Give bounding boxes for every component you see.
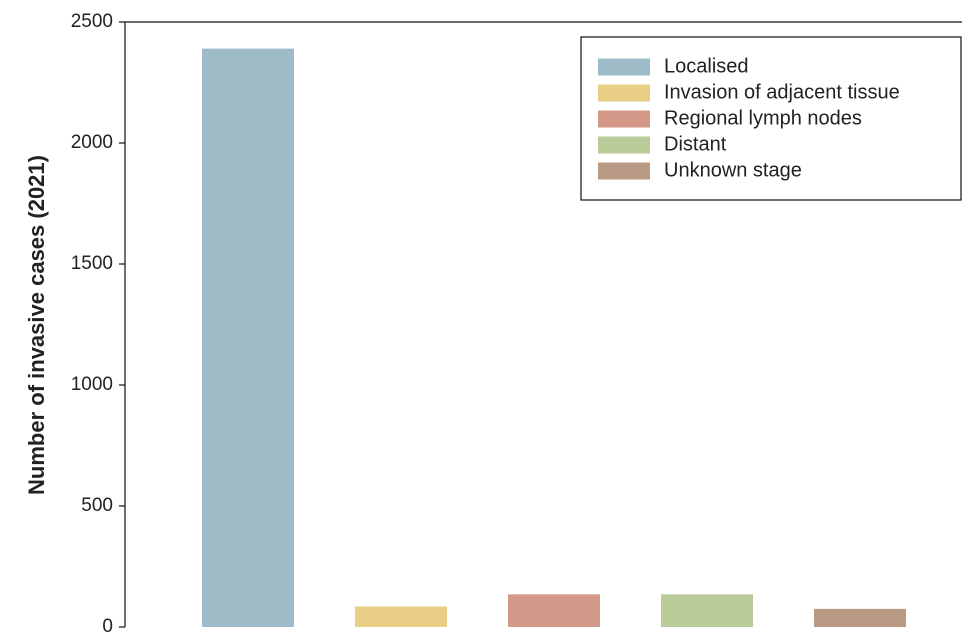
legend-swatch: [598, 136, 650, 154]
bar: [202, 48, 294, 628]
y-tick-label: 500: [81, 495, 113, 516]
legend-label: Localised: [664, 55, 749, 77]
legend-label: Unknown stage: [664, 159, 802, 181]
bar: [661, 594, 753, 627]
legend-label: Invasion of adjacent tissue: [664, 81, 900, 103]
y-tick-label: 1000: [71, 374, 113, 395]
legend-label: Distant: [664, 133, 727, 155]
y-tick-label: 0: [102, 616, 113, 632]
legend-swatch: [598, 58, 650, 76]
bar: [355, 606, 447, 627]
y-tick-label: 2500: [71, 11, 113, 32]
y-tick-label: 2000: [71, 132, 113, 153]
y-tick-label: 1500: [71, 253, 113, 274]
bar: [508, 594, 600, 627]
legend-label: Regional lymph nodes: [664, 107, 862, 129]
legend-swatch: [598, 162, 650, 180]
legend-swatch: [598, 84, 650, 102]
legend-swatch: [598, 110, 650, 128]
y-axis-label: Number of invasive cases (2021): [24, 155, 49, 495]
bar: [814, 608, 906, 627]
